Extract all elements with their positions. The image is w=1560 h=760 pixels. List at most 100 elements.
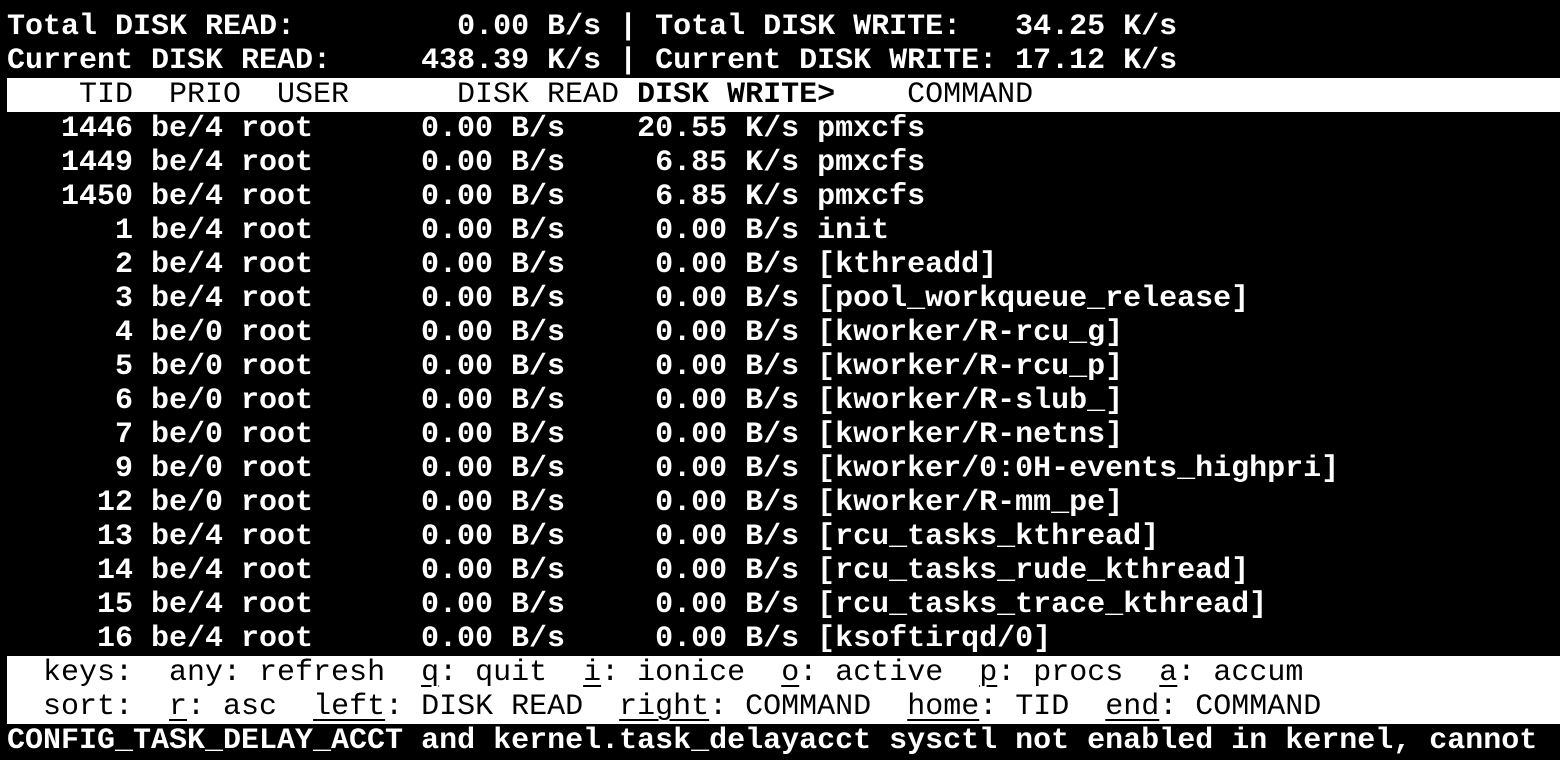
user-cell: root — [241, 112, 314, 146]
disk-read-cell: 0.00 B/s — [421, 248, 566, 282]
command-cell: [rcu_tasks_trace_kthread] — [817, 588, 1268, 622]
tid-cell: 13 — [97, 520, 134, 554]
prio-cell: be/0 — [151, 418, 224, 452]
shortcut-colon: : — [997, 656, 1034, 690]
tid-cell: 12 — [97, 486, 134, 520]
user-cell: root — [241, 350, 314, 384]
prio-cell: be/4 — [151, 282, 224, 316]
shortcut-colon: : — [799, 656, 836, 690]
process-row: 4 be/0 root 0.00 B/s 0.00 B/s [kworker/R-rcu_… — [7, 316, 1560, 350]
shortcut-action: TID — [1015, 690, 1070, 724]
user-cell: root — [241, 418, 314, 452]
current-disk-write-label: Current DISK WRITE: — [655, 44, 998, 78]
command-cell: [pool_workqueue_release] — [817, 282, 1250, 316]
tid-cell: 7 — [115, 418, 134, 452]
shortcut-item: right: COMMAND — [619, 690, 871, 724]
disk-read-cell: 0.00 B/s — [421, 418, 566, 452]
prio-cell: be/0 — [151, 350, 224, 384]
disk-write-cell: 0.00 B/s — [655, 452, 800, 486]
disk-read-cell: 0.00 B/s — [421, 452, 566, 486]
disk-read-cell: 0.00 B/s — [421, 622, 566, 656]
total-disk-read-label: Total DISK READ: — [7, 10, 296, 44]
process-row: 16 be/4 root 0.00 B/s 0.00 B/s [ksoftirqd/0] — [7, 622, 1560, 656]
disk-write-cell: 0.00 B/s — [655, 214, 800, 248]
process-row: 7 be/0 root 0.00 B/s 0.00 B/s [kworker/R-netn… — [7, 418, 1560, 452]
disk-write-cell: 0.00 B/s — [655, 520, 800, 554]
table-header: TID PRIO USER DISK READ DISK WRITE> COMM… — [7, 78, 1560, 112]
current-disk-read-label: Current DISK READ: — [7, 44, 332, 78]
process-row: 12 be/0 root 0.00 B/s 0.00 B/s [kworker/R-mm_… — [7, 486, 1560, 520]
total-disk-write-label: Total DISK WRITE: — [655, 10, 962, 44]
shortcut-key: a — [1159, 656, 1178, 690]
prio-cell: be/4 — [151, 622, 224, 656]
tid-cell: 1450 — [61, 180, 134, 214]
keys-label: keys: — [43, 656, 134, 690]
tid-cell: 15 — [97, 588, 134, 622]
shortcut-action: COMMAND — [1195, 690, 1322, 724]
shortcut-item: p: procs — [979, 656, 1123, 690]
disk-read-cell: 0.00 B/s — [421, 214, 566, 248]
summary-separator: | — [619, 44, 638, 78]
disk-write-cell: 6.85 K/s — [655, 146, 800, 180]
shortcut-key: end — [1105, 690, 1160, 724]
disk-write-cell: 0.00 B/s — [655, 384, 800, 418]
command-cell: [kworker/R-netns] — [817, 418, 1124, 452]
disk-read-cell: 0.00 B/s — [421, 112, 566, 146]
process-row: 1450 be/4 root 0.00 B/s 6.85 K/s pmxcfs — [7, 180, 1560, 214]
sort-help-bar: sort: r: asc left: DISK READ right: COMMAN… — [7, 690, 1560, 724]
shortcut-action: refresh — [259, 656, 386, 690]
user-cell: root — [241, 214, 314, 248]
disk-read-cell: 0.00 B/s — [421, 554, 566, 588]
process-table: 1446 be/4 root 0.00 B/s 20.55 K/s pmxcfs 1449 b… — [7, 112, 1560, 656]
tid-cell: 16 — [97, 622, 134, 656]
user-cell: root — [241, 282, 314, 316]
summary-line-current: Current DISK READ: 438.39 K/s | Current … — [7, 44, 1560, 78]
shortcut-action: quit — [475, 656, 548, 690]
tid-cell: 4 — [115, 316, 134, 350]
command-cell: [kthreadd] — [817, 248, 998, 282]
process-row: 5 be/0 root 0.00 B/s 0.00 B/s [kworker/R-rcu_… — [7, 350, 1560, 384]
shortcut-colon: : — [187, 690, 224, 724]
disk-read-cell: 0.00 B/s — [421, 486, 566, 520]
header-command: COMMAND — [907, 78, 1034, 112]
summary-line-total: Total DISK READ: 0.00 B/s | Total DISK W… — [7, 10, 1560, 44]
header-user: USER — [277, 78, 350, 112]
keys-help-bar: keys: any: refresh q: quit i: ionice o: act… — [7, 656, 1560, 690]
sort-shortcut-list: r: asc left: DISK READ right: COMMAND home:… — [133, 690, 1321, 724]
tid-cell: 1446 — [61, 112, 134, 146]
disk-write-cell: 0.00 B/s — [655, 486, 800, 520]
prio-cell: be/4 — [151, 248, 224, 282]
shortcut-colon: : — [979, 690, 1016, 724]
shortcut-action: COMMAND — [745, 690, 872, 724]
user-cell: root — [241, 622, 314, 656]
total-disk-write-value: 34.25 K/s — [1015, 10, 1178, 44]
shortcut-item: i: ionice — [583, 656, 745, 690]
shortcut-action: asc — [223, 690, 278, 724]
prio-cell: be/0 — [151, 486, 224, 520]
user-cell: root — [241, 384, 314, 418]
shortcut-item: a: accum — [1159, 656, 1303, 690]
shortcut-action: accum — [1213, 656, 1304, 690]
process-row: 3 be/4 root 0.00 B/s 0.00 B/s [pool_workqueue… — [7, 282, 1560, 316]
disk-read-cell: 0.00 B/s — [421, 520, 566, 554]
shortcut-action: DISK READ — [421, 690, 584, 724]
disk-read-cell: 0.00 B/s — [421, 384, 566, 418]
current-disk-read-value: 438.39 K/s — [421, 44, 602, 78]
process-row: 6 be/0 root 0.00 B/s 0.00 B/s [kworker/R-slub… — [7, 384, 1560, 418]
shortcut-key: r — [169, 690, 188, 724]
tid-cell: 6 — [115, 384, 134, 418]
disk-read-cell: 0.00 B/s — [421, 350, 566, 384]
command-cell: [ksoftirqd/0] — [817, 622, 1052, 656]
disk-write-cell: 0.00 B/s — [655, 248, 800, 282]
prio-cell: be/0 — [151, 316, 224, 350]
shortcut-action: ionice — [637, 656, 746, 690]
shortcut-action: procs — [1033, 656, 1124, 690]
user-cell: root — [241, 248, 314, 282]
process-row: 14 be/4 root 0.00 B/s 0.00 B/s [rcu_tasks_rud… — [7, 554, 1560, 588]
shortcut-item: o: active — [781, 656, 943, 690]
disk-read-cell: 0.00 B/s — [421, 316, 566, 350]
process-row: 1446 be/4 root 0.00 B/s 20.55 K/s pmxcfs — [7, 112, 1560, 146]
disk-write-cell: 20.55 K/s — [637, 112, 800, 146]
user-cell: root — [241, 180, 314, 214]
